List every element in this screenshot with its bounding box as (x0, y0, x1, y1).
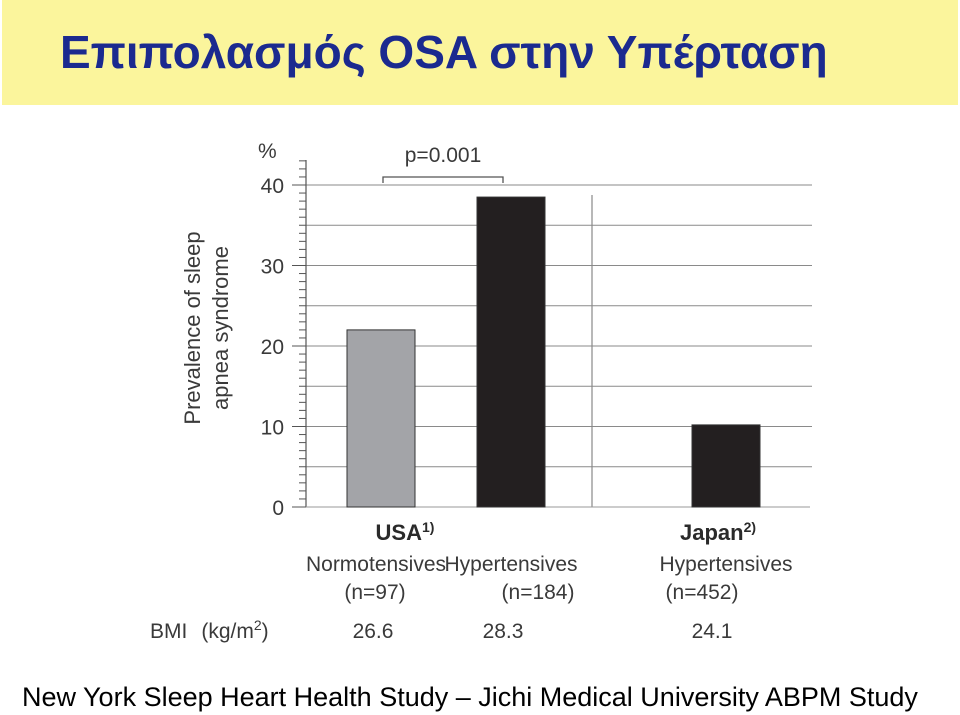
bar (476, 196, 546, 508)
bar (346, 329, 416, 508)
bmi-value: 28.3 (483, 620, 524, 643)
bmi-row-label: BMI (kg/m2) (150, 617, 269, 643)
bmi-value: 26.6 (353, 620, 394, 643)
y-tick-label: 30 (261, 256, 284, 279)
y-tick-label: 0 (272, 497, 284, 520)
labels: % Prevalence of sleep apnea syndrome p=0… (150, 140, 793, 643)
bmi-label: BMI (150, 620, 187, 643)
bar (691, 424, 761, 508)
group-label: Japan2) (680, 519, 756, 545)
p-value-bracket: p=0.001 (382, 144, 504, 183)
slide-title: Επιπολασμός OSA στην Υπέρταση (60, 26, 828, 78)
bmi-value: 24.1 (692, 620, 733, 643)
bmi-unit-close: ) (262, 620, 269, 643)
group-name: Japan (680, 520, 744, 545)
group-superscript: 1) (422, 519, 434, 535)
group-name: USA (376, 520, 423, 545)
category-n-label: (n=97) (344, 581, 405, 604)
y-unit-label: % (258, 140, 277, 163)
category-label: Hypertensives (444, 553, 577, 576)
y-axis-label-line1: Prevalence of sleep (180, 231, 205, 424)
y-axis-label-line2: apnea syndrome (208, 246, 233, 410)
prevalence-chart: % Prevalence of sleep apnea syndrome p=0… (150, 140, 812, 643)
bmi-unit-sup: 2 (254, 617, 262, 633)
group-label: USA1) (376, 519, 435, 545)
grid-lines (306, 184, 812, 468)
category-label: Hypertensives (659, 553, 792, 576)
group-superscript: 2) (744, 519, 756, 535)
category-n-label: (n=184) (502, 581, 575, 604)
y-tick-label: 40 (261, 175, 284, 198)
footer-citation: New York Sleep Heart Health Study – Jich… (22, 682, 918, 712)
bmi-unit: (kg/m (201, 620, 254, 643)
p-value-label: p=0.001 (405, 144, 482, 167)
y-tick-label: 10 (261, 417, 284, 440)
y-tick-label: 20 (261, 336, 284, 359)
title-band (2, 0, 958, 105)
category-n-label: (n=452) (666, 581, 739, 604)
bracket-line (382, 176, 504, 183)
category-label: Normotensives (306, 553, 446, 576)
bars (346, 196, 761, 508)
